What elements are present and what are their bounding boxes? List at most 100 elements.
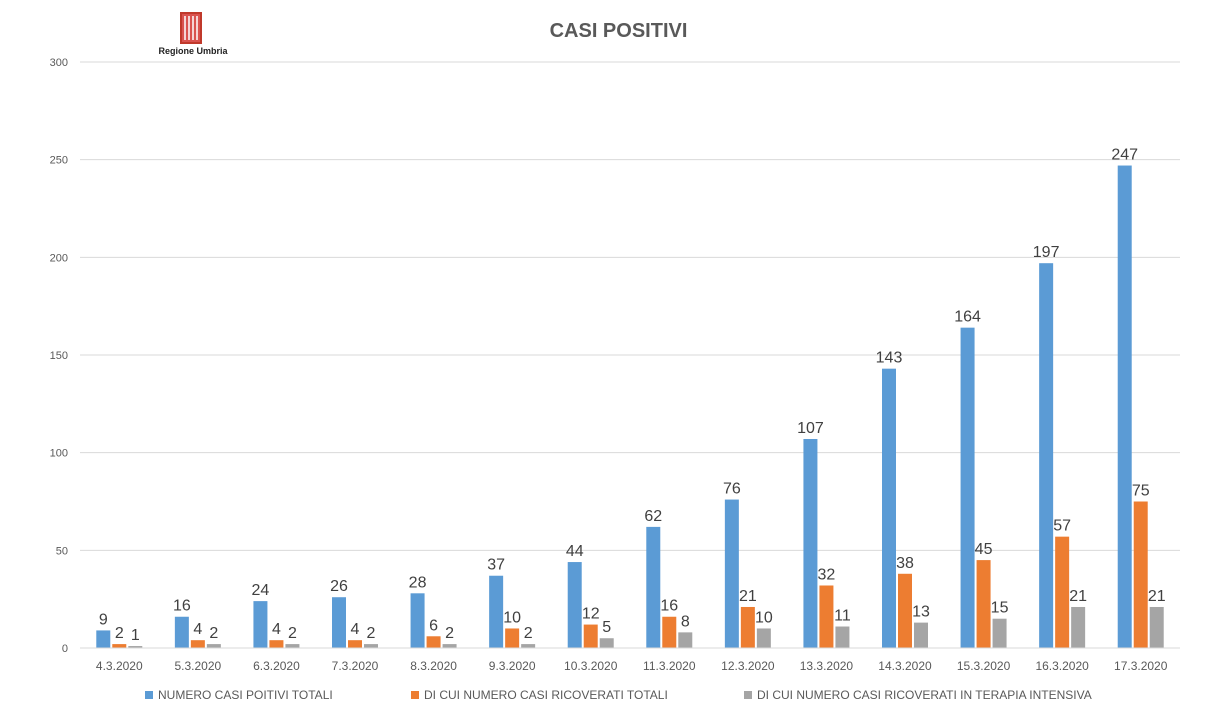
data-label: 2	[288, 625, 297, 642]
data-label: 1	[131, 627, 140, 644]
bar-series-1	[724, 499, 739, 648]
bar-series-1	[489, 575, 504, 648]
data-label: 28	[409, 574, 427, 591]
data-label: 21	[739, 588, 757, 605]
data-label: 2	[445, 625, 454, 642]
x-tick-label: 14.3.2020	[878, 659, 932, 673]
data-label: 2	[524, 625, 533, 642]
regione-umbria-logo: Regione Umbria	[148, 12, 238, 58]
data-label: 247	[1111, 147, 1138, 164]
bar-series-1	[1117, 165, 1132, 648]
x-tick-label: 16.3.2020	[1035, 659, 1089, 673]
data-label: 2	[115, 625, 124, 642]
data-label: 76	[723, 481, 741, 498]
bar-series-3	[678, 632, 693, 648]
legend-label: NUMERO CASI POITIVI TOTALI	[158, 688, 333, 702]
bar-series-1	[410, 593, 425, 648]
data-label: 12	[582, 606, 600, 623]
bar-series-3	[128, 646, 143, 648]
bar-series-3	[835, 626, 850, 648]
data-label: 75	[1132, 483, 1150, 500]
x-tick-label: 13.3.2020	[800, 659, 854, 673]
data-label: 164	[954, 309, 981, 326]
data-label: 11	[834, 608, 851, 625]
data-label: 21	[1148, 588, 1166, 605]
bar-series-3	[1149, 606, 1164, 648]
data-label: 9	[99, 611, 108, 628]
data-label: 45	[975, 541, 993, 558]
data-label: 15	[991, 600, 1009, 617]
data-label: 107	[797, 420, 824, 437]
bar-series-2	[740, 606, 755, 648]
bar-series-3	[521, 644, 536, 648]
x-tick-label: 12.3.2020	[721, 659, 775, 673]
bar-series-2	[662, 616, 677, 648]
data-label: 38	[896, 555, 914, 572]
data-label: 26	[330, 578, 348, 595]
bar-series-3	[1071, 606, 1086, 648]
bar-series-2	[190, 640, 205, 648]
bar-series-1	[960, 327, 975, 648]
bar-series-2	[583, 624, 598, 648]
bar-series-1	[803, 438, 818, 648]
y-tick-label: 200	[50, 252, 68, 264]
y-tick-label: 50	[56, 545, 68, 557]
bar-series-3	[442, 644, 457, 648]
legend-item-1: NUMERO CASI POITIVI TOTALI	[145, 688, 333, 702]
data-label: 24	[252, 582, 270, 599]
data-label: 16	[660, 598, 678, 615]
bar-series-1	[332, 597, 346, 648]
bar-series-2	[819, 585, 834, 648]
data-label: 16	[173, 598, 191, 615]
bar-series-1	[882, 368, 896, 648]
bar-series-1	[646, 526, 661, 648]
data-label: 2	[209, 625, 218, 642]
bar-series-2	[976, 560, 991, 648]
bar-series-2	[898, 573, 912, 648]
bar-series-3	[756, 628, 771, 648]
bar-series-2	[348, 640, 362, 648]
bar-series-2	[1133, 501, 1148, 648]
x-tick-label: 8.3.2020	[410, 659, 457, 673]
umbria-emblem-icon	[180, 12, 202, 44]
chart-title: CASI POSITIVI	[549, 20, 688, 42]
y-tick-label: 250	[50, 155, 68, 167]
legend-swatch	[145, 691, 153, 699]
legend-label: DI CUI NUMERO CASI RICOVERATI IN TERAPIA…	[757, 688, 1092, 702]
data-label: 4	[351, 621, 360, 638]
data-label: 10	[503, 609, 521, 626]
x-tick-label: 4.3.2020	[96, 659, 143, 673]
chart-legend: NUMERO CASI POITIVI TOTALI DI CUI NUMERO …	[0, 688, 1211, 706]
x-tick-label: 11.3.2020	[643, 659, 696, 673]
bar-series-1	[1039, 263, 1054, 648]
data-label: 4	[272, 621, 281, 638]
bar-series-3	[364, 644, 378, 648]
data-label: 21	[1069, 588, 1087, 605]
bar-series-1	[174, 616, 189, 648]
data-label: 5	[602, 619, 611, 636]
bar-series-3	[599, 638, 614, 648]
data-label: 10	[755, 609, 773, 626]
y-tick-label: 100	[50, 448, 68, 460]
bar-series-3	[285, 644, 300, 648]
legend-label: DI CUI NUMERO CASI RICOVERATI TOTALI	[424, 688, 668, 702]
bar-series-2	[426, 636, 441, 648]
bar-series-1	[253, 601, 268, 648]
data-label: 197	[1033, 244, 1060, 261]
bar-series-3	[206, 644, 221, 648]
logo-text: Regione Umbria	[158, 46, 228, 56]
data-label: 2	[367, 625, 376, 642]
y-tick-label: 0	[62, 643, 68, 655]
y-tick-label: 150	[50, 350, 68, 362]
x-tick-label: 9.3.2020	[489, 659, 536, 673]
bar-series-2	[505, 628, 520, 648]
bar-series-3	[992, 618, 1007, 648]
data-label: 44	[566, 543, 584, 560]
bar-series-2	[1055, 536, 1070, 648]
x-tick-label: 7.3.2020	[332, 659, 379, 673]
data-label: 32	[818, 566, 836, 583]
bar-series-1	[567, 562, 582, 648]
x-tick-label: 10.3.2020	[564, 659, 618, 673]
legend-swatch	[411, 691, 419, 699]
